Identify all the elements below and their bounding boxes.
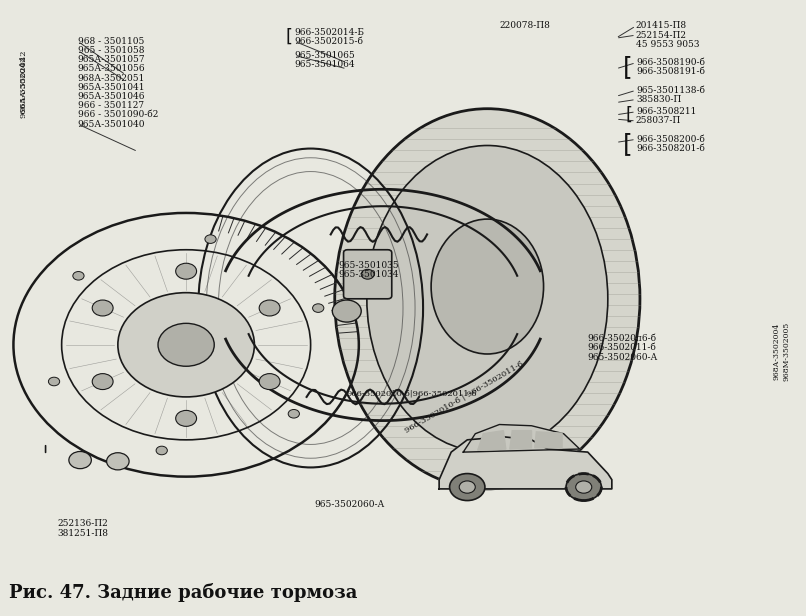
Circle shape [176,410,197,426]
Circle shape [158,323,214,367]
Circle shape [289,410,300,418]
Text: Рис. 47. Задние рабочие тормоза: Рис. 47. Задние рабочие тормоза [10,583,358,602]
Text: 966-35020п6-б: 966-35020п6-б [588,334,657,343]
Circle shape [92,300,113,316]
Text: 965-3501065: 965-3501065 [294,51,355,60]
Polygon shape [510,431,531,449]
Ellipse shape [334,108,640,489]
Text: 965-3502060-А: 965-3502060-А [314,500,385,509]
Circle shape [566,474,601,501]
Text: 968А-3502004: 968А-3502004 [772,322,780,379]
Polygon shape [478,431,506,450]
Text: 966-3508191-б: 966-3508191-б [636,67,705,76]
Text: 966 - 3501090-б2: 966 - 3501090-б2 [77,110,158,120]
Text: 968 - 3501105: 968 - 3501105 [77,37,144,46]
Polygon shape [439,437,612,489]
Text: 965А-3501057: 965А-3501057 [77,55,145,64]
Circle shape [92,374,113,389]
Text: 385830-П: 385830-П [636,95,681,104]
Text: 965-3501064: 965-3501064 [294,60,355,69]
Polygon shape [463,424,580,452]
Circle shape [575,481,592,493]
Text: 220078-П8: 220078-П8 [500,22,550,30]
Text: 965А-3502042: 965А-3502042 [20,56,28,118]
Text: 965А-3501056: 965А-3501056 [77,64,145,73]
Circle shape [106,453,129,470]
Ellipse shape [367,145,608,452]
Circle shape [260,300,280,316]
Text: 381251-П8: 381251-П8 [57,529,109,538]
Text: 966-3508201-б: 966-3508201-б [636,144,704,153]
Text: 966-3508211: 966-3508211 [636,107,696,116]
Circle shape [459,481,476,493]
Text: [: [ [285,27,292,46]
Text: 966-3502010-б|966-3502011-б: 966-3502010-б|966-3502011-б [347,390,477,398]
Text: 966-3508190-б: 966-3508190-б [636,58,705,67]
Circle shape [361,269,374,279]
Ellipse shape [431,219,543,354]
Text: 258037-П: 258037-П [636,116,681,126]
Text: 201415-П8: 201415-П8 [636,22,687,30]
Text: 966-3502011-б: 966-3502011-б [588,343,657,352]
Text: 965 - 3501058: 965 - 3501058 [77,46,144,55]
Text: 965-3501138-б: 965-3501138-б [636,86,705,95]
Text: [: [ [623,132,633,156]
Text: 968М-3502005: 968М-3502005 [783,322,791,381]
Text: 966-3502015-б: 966-3502015-б [294,37,364,46]
Circle shape [176,263,197,279]
Text: 45 9553 9053: 45 9553 9053 [636,40,700,49]
Circle shape [450,474,485,501]
Text: 965А-3502042: 965А-3502042 [19,50,27,112]
Text: 252136-П2: 252136-П2 [57,519,108,529]
Text: 965-3502060-А: 965-3502060-А [588,352,659,362]
Circle shape [332,300,361,322]
Text: 966-3502010-б | 966-3502011-б: 966-3502010-б | 966-3502011-б [403,360,525,434]
Text: 965А-3501041: 965А-3501041 [77,83,145,92]
Circle shape [205,235,216,243]
Text: [: [ [623,55,633,79]
Text: 966-3502014-Б: 966-3502014-Б [294,28,364,36]
Circle shape [260,374,280,389]
Circle shape [48,377,60,386]
Text: 252154-П2: 252154-П2 [636,31,687,39]
Circle shape [156,446,168,455]
Circle shape [73,272,84,280]
Circle shape [69,452,91,469]
Text: [: [ [625,106,633,124]
Text: 966 - 3501127: 966 - 3501127 [77,101,143,110]
Text: 968А-3502051: 968А-3502051 [77,73,145,83]
Circle shape [313,304,324,312]
Text: 965А-3501046: 965А-3501046 [77,92,145,101]
FancyBboxPatch shape [343,249,392,299]
Text: 965-3501034: 965-3501034 [339,270,399,279]
Polygon shape [534,432,562,448]
Text: 965-3501035: 965-3501035 [339,261,399,270]
Circle shape [118,293,255,397]
Text: 966-3508200-б: 966-3508200-б [636,135,704,144]
Text: 965А-3501040: 965А-3501040 [77,120,145,129]
